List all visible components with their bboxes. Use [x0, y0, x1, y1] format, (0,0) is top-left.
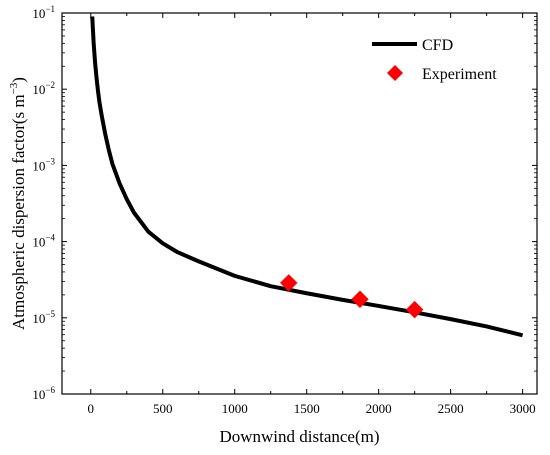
- y-tick-label: 10−4: [32, 233, 55, 250]
- legend-label-cfd: CFD: [422, 37, 453, 54]
- x-tick-label: 0: [88, 401, 95, 416]
- y-tick-label: 10−5: [32, 309, 55, 326]
- legend-label-experiment: Experiment: [422, 66, 497, 83]
- x-tick-label: 500: [153, 401, 173, 416]
- plot-frame: [61, 12, 538, 395]
- x-axis-label: Downwind distance(m): [219, 427, 379, 446]
- y-tick-label: 10−6: [32, 385, 55, 402]
- x-tick-label: 2000: [366, 401, 392, 416]
- cfd-line: [90, 16, 524, 338]
- experiment-point: [405, 300, 424, 319]
- x-tick-label: 2500: [438, 401, 464, 416]
- y-tick-label: 10−2: [32, 80, 55, 97]
- y-tick-label: 10−1: [32, 4, 55, 21]
- experiment-point: [351, 290, 369, 308]
- x-tick-label: 3000: [510, 401, 536, 416]
- y-axis-label: Atmospheric dispersion factor(s m−3): [8, 77, 28, 330]
- legend: CFD Experiment: [372, 37, 497, 83]
- x-tick-label: 1500: [294, 401, 320, 416]
- x-tick-label: 1000: [222, 401, 248, 416]
- experiment-point: [279, 274, 298, 292]
- legend-diamond-swatch: [387, 65, 403, 81]
- y-tick-label: 10−3: [32, 156, 55, 173]
